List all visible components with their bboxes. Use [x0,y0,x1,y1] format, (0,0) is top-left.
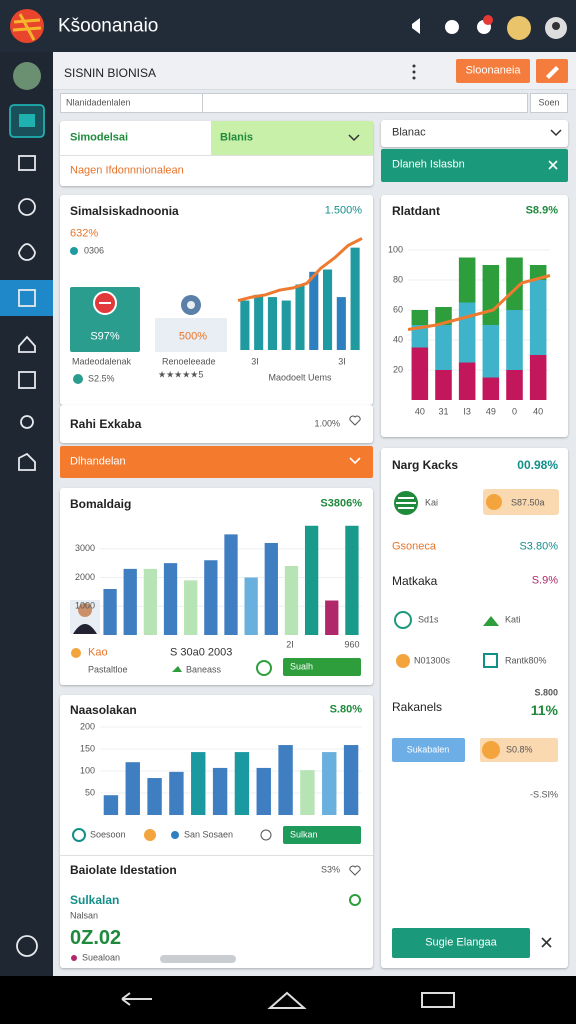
summary-sub: Nalsan [70,910,99,921]
sidebar [0,52,53,976]
card-value: 00.98% [517,458,558,472]
legend-item: Baneass [186,664,222,675]
divider [60,155,373,156]
button-label[interactable]: Sukabalen [406,744,450,755]
x-label: 3I [251,356,259,367]
total-value: 11% [530,702,558,718]
pair-label: Rantk80% [505,655,547,666]
button-label[interactable]: Sulkan [290,829,318,840]
card-button[interactable] [283,826,361,844]
search-placeholder: Nlanidadenlalen [66,97,131,108]
total-label: Rakanels [392,700,443,714]
search-button-label[interactable]: Soen [538,97,560,108]
pair-label: N01300s [414,655,451,666]
x-label: 3I [338,356,346,367]
stat-note: 0306 [84,245,105,256]
card-value: S3806% [320,497,362,510]
filter-note: Nagen Ifdonnnionalean [70,164,184,177]
x-label: 2I [286,639,294,650]
pair-label: Kati [505,614,521,625]
summary-amount: 0Z.02 [70,927,122,949]
card-value: S3% [320,864,340,875]
filter-select[interactable] [211,121,373,155]
chart-caption: Maodoelt Uems [268,372,332,383]
header-button[interactable] [456,59,530,83]
page-title: SISNIN BIONISA [64,66,157,80]
badge-label: S87.50a [511,497,545,508]
search-input[interactable] [60,93,528,113]
tile-note: S2.5% [88,373,115,384]
row-label: Gsoneca [392,540,437,553]
summary-label: Sulkalan [70,893,120,907]
row-title: Rahi Exkaba [70,417,142,431]
edit-button[interactable] [536,59,568,83]
summary-note: Suealoan [82,952,121,963]
nav-bar [0,976,576,1024]
card-title: Baiolate Idestation [70,863,177,877]
filter-label: Simodelsai [70,131,129,144]
side-banner [381,149,568,182]
chip-label: S0.8% [506,744,533,755]
legend-item: Pastaltloe [88,664,128,675]
header-button-label[interactable]: Sloonaneia [465,64,521,77]
row-label: Matkaka [392,574,438,588]
card-title: Bomaldaig [70,497,132,511]
stack-card [381,195,568,437]
accordion[interactable] [60,446,373,478]
legend-item: Soesoon [90,829,126,840]
item-label: Kai [425,497,439,508]
card-title: Narg Kacks [392,458,459,472]
legend-item: Kao [88,646,108,659]
accordion-title[interactable]: Dlhandelan [70,455,126,468]
search-divider [202,93,203,113]
side-select[interactable] [381,120,568,147]
legend-item: San Sosaen [184,829,234,840]
side-banner-label: Dlaneh Islasbn [392,158,465,171]
divider [60,855,373,856]
total-note: S.800 [534,687,558,698]
action-button[interactable] [392,928,530,958]
app-title: Kšoonanaio [58,15,159,37]
tile-caption: Madeodalenak [72,356,132,367]
scrollbar [160,955,236,963]
filter-select-value: Blanis [220,131,254,144]
stats-card [381,448,568,968]
tile [155,318,227,352]
row-value: 1.00% [314,418,340,429]
stat: 632% [70,227,99,240]
tile-caption: Renoeleeade [162,356,216,367]
search-button[interactable] [530,93,568,113]
stats-button[interactable] [392,738,465,762]
card-value: 1.500% [324,204,362,217]
x-label: 960 [344,639,360,650]
tile-note: ★★★★★5 [158,369,204,380]
row-card [60,405,373,443]
delta: -S.SI% [529,789,558,800]
pair-label: Sd1s [418,614,439,625]
tile-value: S97% [90,330,120,343]
side-select-value: Blanac [392,126,426,139]
legend-item: S 30a0 2003 [170,646,233,659]
card-title: Rlatdant [392,204,440,218]
card-button[interactable] [283,658,361,676]
row-value: S3.80% [519,540,558,553]
button-label[interactable]: Sualh [290,661,314,672]
tile-value: 500% [178,330,208,343]
card-title: Simalsiskadnoonia [70,204,179,218]
row-value: S.9% [531,574,558,587]
action-label[interactable]: Sugie Elangaa [425,936,497,949]
card-title: Naasolakan [70,703,137,717]
card-value: S8.9% [525,204,558,217]
card-value: S.80% [329,703,362,716]
